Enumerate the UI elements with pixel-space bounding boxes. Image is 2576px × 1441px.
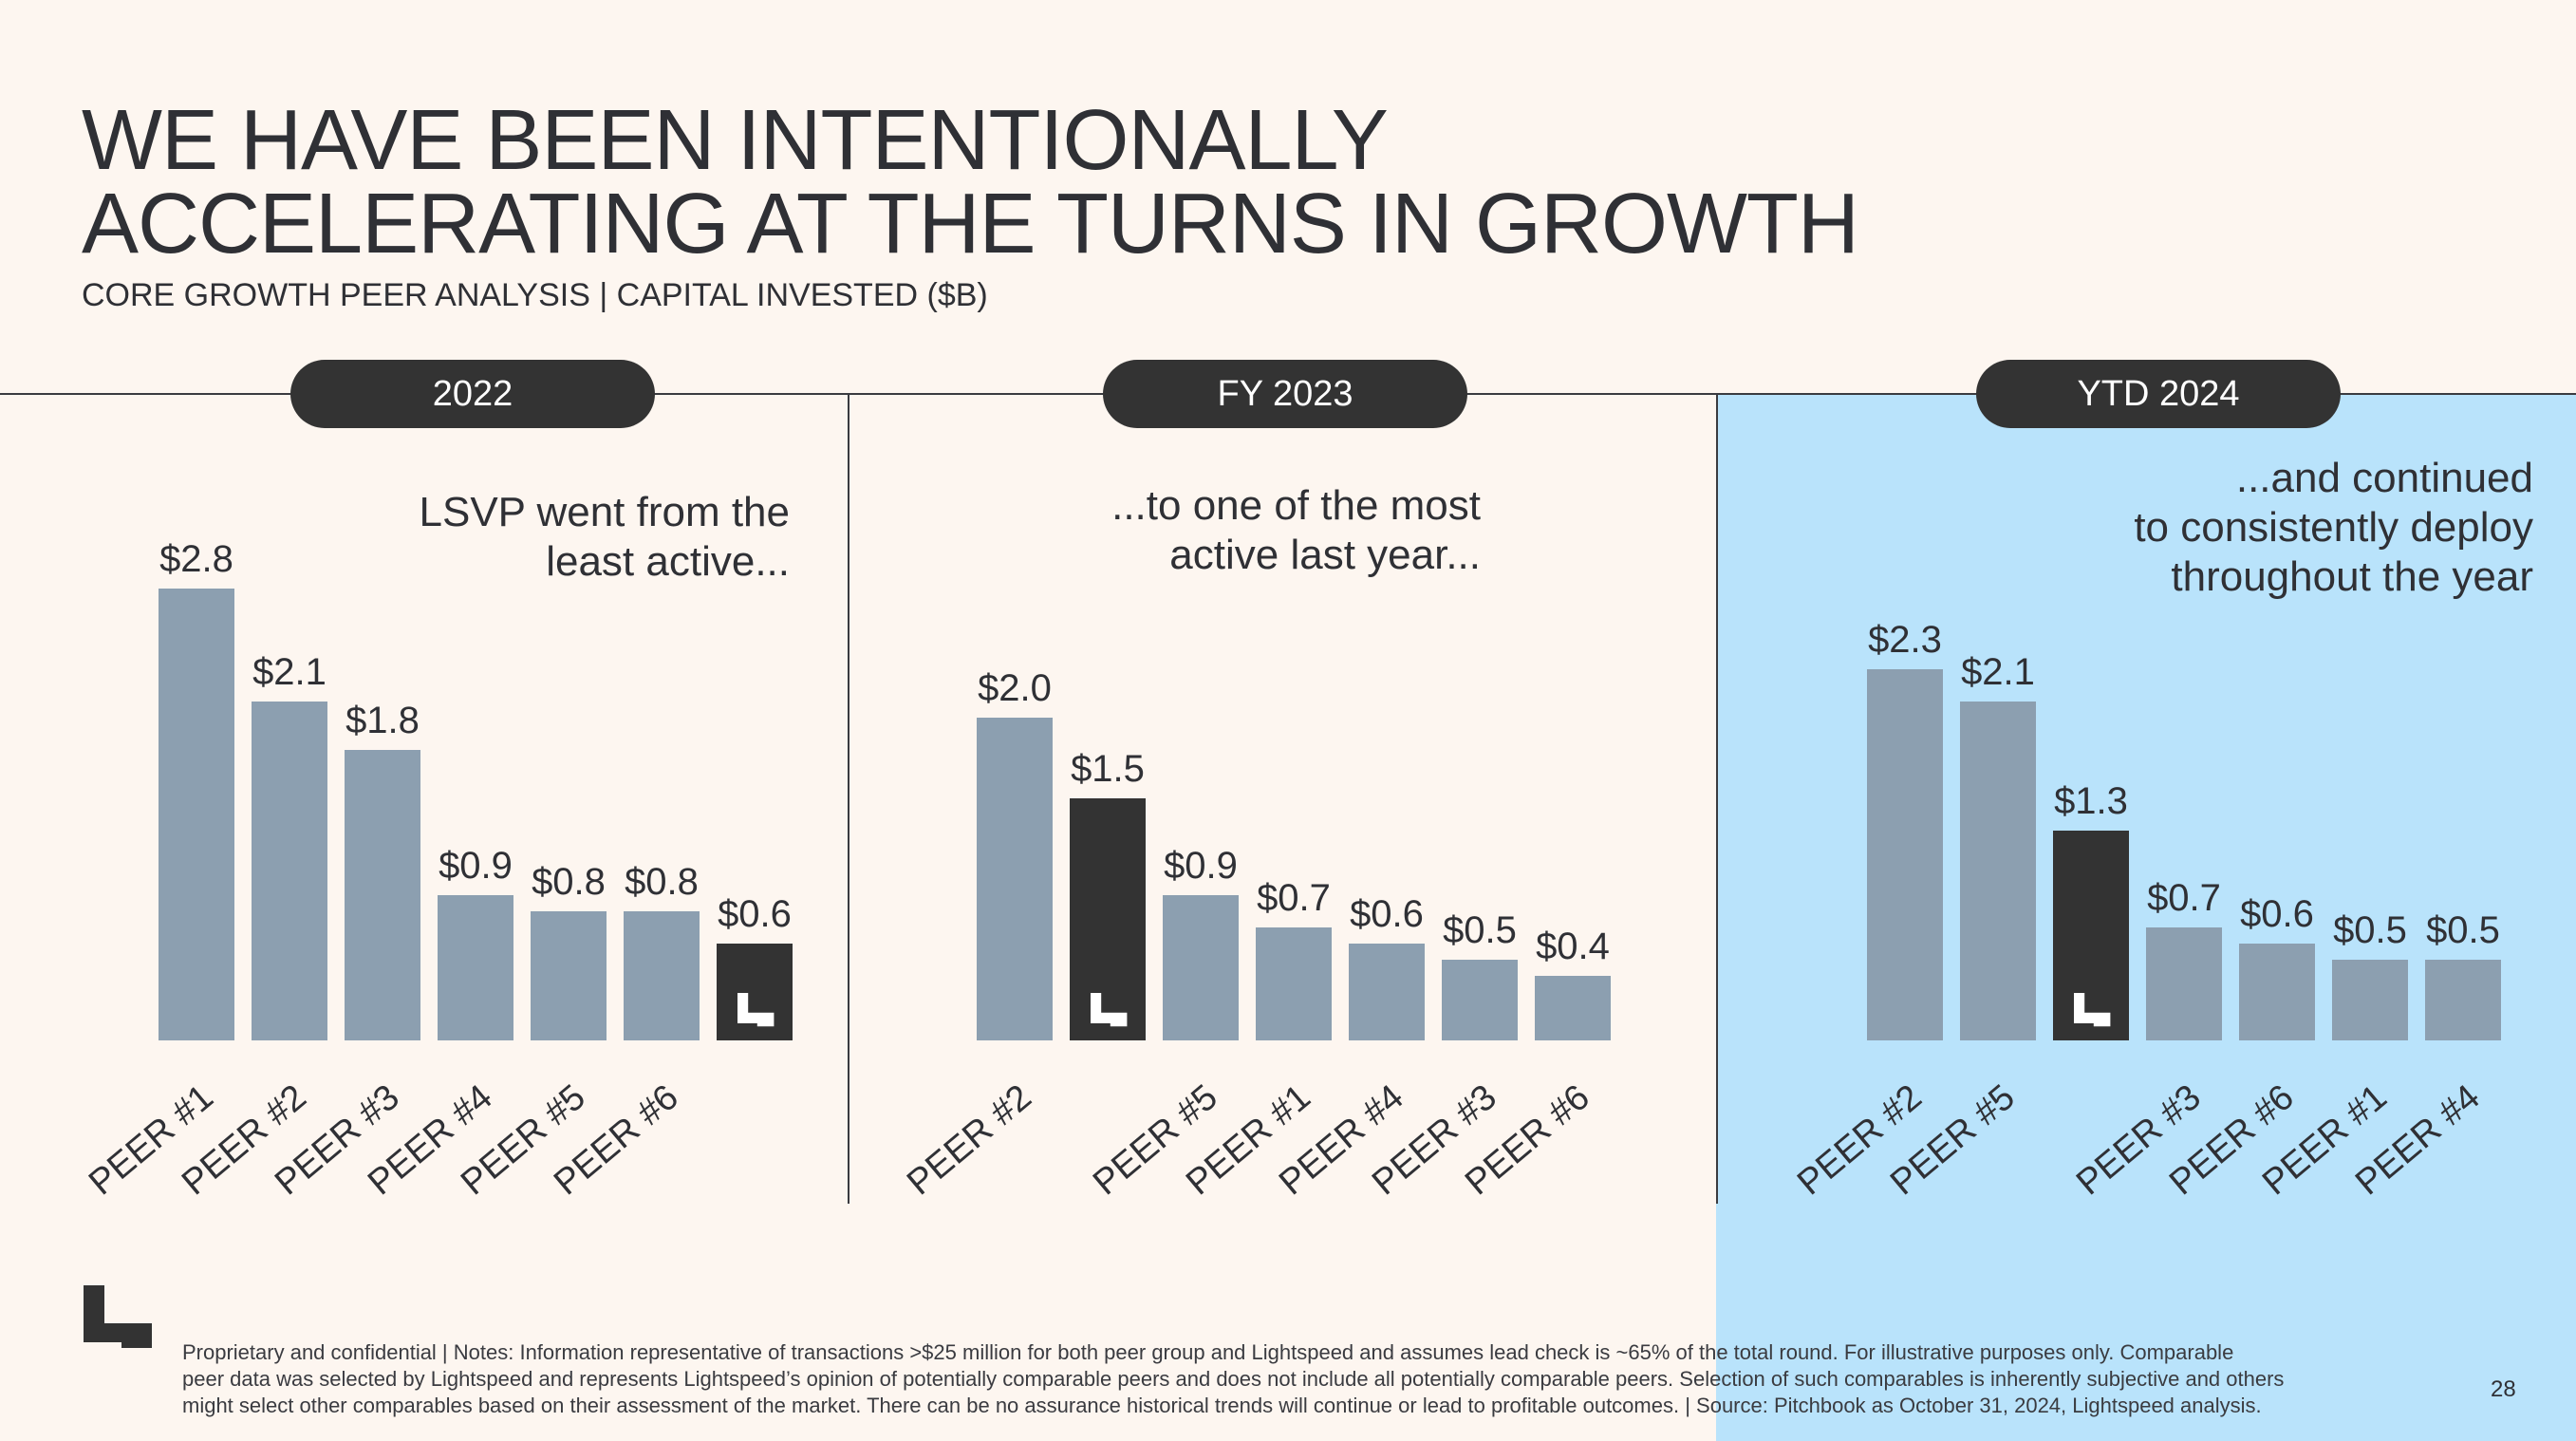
bar-value-label: $0.5: [1443, 909, 1517, 951]
footnote-line-3: might select other comparables based on …: [182, 1394, 2262, 1417]
bar: [977, 718, 1053, 1040]
bar-value-label: $0.8: [532, 861, 606, 903]
bar-value-label: $2.3: [1868, 619, 1942, 661]
annotation-ytd2024-line-2: to consistently deploy: [2134, 504, 2533, 551]
footnote-line-2: peer data was selected by Lightspeed and…: [182, 1367, 2285, 1391]
lightspeed-logo-icon: [84, 1285, 152, 1348]
bar-value-label: $0.5: [2333, 909, 2407, 951]
bar-lightspeed: [2053, 831, 2129, 1040]
section-divider-vertical-2: [1716, 393, 1718, 1204]
bar-value-label: $0.5: [2426, 909, 2500, 951]
annotation-ytd2024-line-1: ...and continued: [2235, 455, 2533, 501]
bar-value-label: $2.1: [1961, 651, 2035, 693]
annotation-ytd2024-line-3: throughout the year: [2171, 553, 2533, 600]
lightspeed-logo-icon: [737, 993, 775, 1027]
lightspeed-logo-icon: [1091, 993, 1128, 1027]
annotation-fy2023-line-1: ...to one of the most: [1111, 482, 1481, 529]
bar: [252, 702, 327, 1040]
bar-value-label: $0.6: [718, 893, 792, 935]
bar-value-label: $0.9: [1164, 845, 1238, 887]
bar-value-label: $0.4: [1536, 926, 1610, 967]
bar-value-label: $0.6: [1350, 893, 1424, 935]
bar-value-label: $2.8: [159, 538, 233, 580]
bar-value-label: $2.1: [252, 651, 327, 693]
bar: [1960, 702, 2036, 1040]
bar: [2239, 944, 2315, 1040]
bar-lightspeed: [1070, 798, 1146, 1040]
page-subtitle: CORE GROWTH PEER ANALYSIS | CAPITAL INVE…: [82, 277, 988, 313]
footnotes: Proprietary and confidential | Notes: In…: [182, 1339, 2470, 1419]
annotation-2022: LSVP went from the least active...: [420, 488, 791, 587]
category-label: PEER #2: [900, 1077, 1039, 1204]
bar-value-label: $0.7: [1257, 877, 1331, 919]
bar-value-label: $0.9: [439, 845, 513, 887]
bar: [345, 750, 420, 1040]
title-line-1: WE HAVE BEEN INTENTIONALLY: [82, 93, 1389, 188]
bar-value-label: $2.0: [978, 667, 1052, 709]
bar: [1442, 960, 1518, 1040]
bar: [1163, 895, 1239, 1040]
page-title: WE HAVE BEEN INTENTIONALLY ACCELERATING …: [82, 93, 1859, 271]
bar: [159, 589, 234, 1040]
period-label-ytd2024: YTD 2024: [1976, 360, 2341, 428]
lightspeed-logo-icon: [2074, 993, 2111, 1027]
period-label-2022: 2022: [290, 360, 655, 428]
bar-value-label: $1.8: [345, 700, 420, 741]
footnote-line-1: Proprietary and confidential | Notes: In…: [182, 1340, 2234, 1364]
annotation-ytd2024: ...and continued to consistently deploy …: [2134, 454, 2533, 602]
ytd-highlight-panel: [1716, 393, 2576, 1441]
bar-lightspeed: [717, 944, 793, 1040]
annotation-2022-line-2: least active...: [546, 538, 790, 585]
bar: [1867, 669, 1943, 1040]
bar: [624, 911, 700, 1040]
period-label-fy2023: FY 2023: [1103, 360, 1467, 428]
annotation-2022-line-1: LSVP went from the: [419, 489, 791, 535]
page-number: 28: [2491, 1376, 2516, 1402]
bar-value-label: $0.6: [2240, 893, 2314, 935]
section-divider-vertical-1: [848, 393, 849, 1204]
bar-value-label: $0.8: [625, 861, 699, 903]
bar: [2425, 960, 2501, 1040]
title-line-2: ACCELERATING AT THE TURNS IN GROWTH: [82, 177, 1859, 271]
bar: [1256, 927, 1332, 1040]
bar-value-label: $1.5: [1071, 748, 1145, 790]
bar: [438, 895, 513, 1040]
bar: [1349, 944, 1425, 1040]
bar: [2332, 960, 2408, 1040]
annotation-fy2023-line-2: active last year...: [1169, 532, 1481, 578]
bar-value-label: $1.3: [2054, 780, 2128, 822]
bar: [2146, 927, 2222, 1040]
bar-value-label: $0.7: [2147, 877, 2221, 919]
annotation-fy2023: ...to one of the most active last year..…: [1111, 481, 1481, 580]
bar: [531, 911, 607, 1040]
bar: [1535, 976, 1611, 1040]
